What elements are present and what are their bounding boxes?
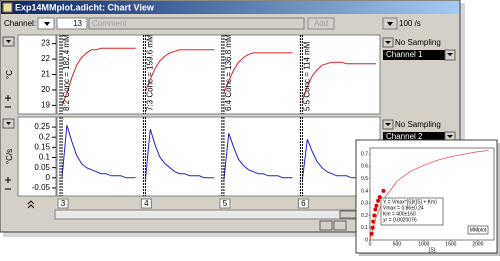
- block-label-box: [57, 198, 69, 209]
- y-tick-label: 22: [41, 54, 50, 63]
- equation-line: χ² = 0.0020076: [383, 217, 417, 223]
- dropdown-arrow: [6, 122, 11, 125]
- inset-chart: 0 0.1 0.2 0.3 0.4 0.5 0.6 0.7 0 500 1000 1500 2000 [S…: [361, 147, 495, 253]
- channel-name: Channel 1: [386, 50, 423, 59]
- zoom-button[interactable]: [333, 220, 347, 231]
- trace: [61, 124, 376, 180]
- block-label: 6: [301, 199, 306, 208]
- title-bar: [1, 1, 459, 14]
- block-label: 3: [61, 199, 66, 208]
- dropdown-arrow: [387, 22, 393, 26]
- channel-label: Channel:: [4, 19, 36, 28]
- y-tick-label: 0.5: [361, 176, 368, 182]
- plot-label: MMplot: [470, 227, 487, 233]
- y-tick-label: 0.15: [34, 142, 50, 151]
- x-tick-label: 0: [369, 241, 372, 247]
- x-axis-label: [S]: [429, 247, 436, 253]
- add-button[interactable]: [307, 17, 335, 30]
- y-tick-label: 0: [46, 173, 51, 182]
- plot-area: [56, 34, 381, 115]
- data-point: [377, 195, 382, 200]
- dropdown-arrow: [447, 135, 453, 138]
- y-tick-label: 23: [41, 39, 50, 48]
- dropdown-arrow: [385, 41, 391, 44]
- window-title: Exp14MMplot.adicht: Chart View: [15, 2, 155, 12]
- content: 19 20 21 22 23 °C No Sampling Channel 1 8:2 Conc…: [2, 34, 456, 209]
- y-tick-label: 0.1: [361, 225, 368, 231]
- add-button-label: Add: [314, 19, 328, 28]
- app-icon: [2, 2, 13, 13]
- equation-line: Y = Vmax*[S]/([S] + Km): [383, 199, 437, 205]
- plot-area: [56, 116, 381, 197]
- compress-icon[interactable]: [27, 200, 35, 209]
- data-point: [370, 225, 375, 230]
- trace: [61, 47, 376, 106]
- block-label: 4: [144, 199, 149, 208]
- comment: 8:2 Conc = 182.4 mM: [62, 34, 71, 111]
- data-point: [374, 203, 379, 208]
- dropdown-arrow: [385, 123, 391, 126]
- block-label-box: [297, 198, 309, 209]
- data-point: [372, 213, 377, 218]
- axis-area: [17, 116, 57, 197]
- x-tick-label: 500: [393, 241, 402, 247]
- y-tick-label: 0.1: [39, 153, 51, 162]
- equation-line: Vmax = 0.86±0.24: [383, 205, 424, 211]
- channel-unit: °C: [5, 70, 14, 79]
- y-tick-label: 0.2: [39, 132, 51, 141]
- axis-area: [17, 34, 57, 115]
- scale-up[interactable]: [5, 95, 11, 101]
- data-point: [373, 207, 378, 212]
- channel-name-box: [383, 50, 455, 60]
- data-point: [381, 188, 386, 193]
- equation-line: Km = 400±160: [383, 211, 416, 217]
- zoom-button[interactable]: [319, 220, 333, 231]
- y-tick-label: 21: [41, 70, 50, 79]
- block-label-box: [219, 198, 231, 209]
- plot-label-box: [467, 225, 489, 235]
- channel-number-box[interactable]: [56, 17, 88, 30]
- channel-name: Channel 2: [386, 132, 423, 141]
- data-point: [376, 198, 381, 203]
- channel-unit: °C/s: [5, 149, 14, 164]
- channel-name-box: [383, 132, 455, 142]
- y-tick-label: 20: [41, 85, 50, 94]
- x-tick-label: 2000: [472, 241, 483, 247]
- sampling-mode: No Sampling: [395, 120, 441, 129]
- sampling-mode: No Sampling: [395, 38, 441, 47]
- y-tick-label: 0: [365, 237, 368, 243]
- y-tick-label: 0.2: [361, 213, 368, 219]
- sample-rate: 100 /s: [399, 19, 421, 28]
- y-tick-label: 0.25: [34, 122, 50, 131]
- block-label-box: [140, 198, 152, 209]
- y-tick-label: 0.05: [34, 163, 50, 172]
- channel-number: 13: [73, 19, 82, 28]
- y-tick-label: 0.6: [361, 164, 368, 170]
- dropdown-arrow: [447, 53, 453, 56]
- data-point: [371, 219, 376, 224]
- dropdown-arrow: [6, 40, 11, 43]
- data-point: [369, 231, 374, 236]
- x-tick-label: 1500: [445, 241, 456, 247]
- y-tick-label: 19: [41, 100, 50, 109]
- comment: 5:5 Conc = 114 mM: [303, 41, 312, 111]
- y-tick-label: 0.7: [361, 151, 368, 157]
- y-tick-label: -0.05: [32, 183, 51, 192]
- comment: 7:3 Conc = 159.6 mM: [146, 34, 155, 111]
- scale-up[interactable]: [5, 177, 11, 183]
- block-label: 5: [223, 199, 228, 208]
- comment-placeholder: Comment: [92, 19, 127, 28]
- dropdown-arrow: [44, 22, 50, 26]
- y-tick-label: 0.4: [361, 188, 368, 194]
- y-tick-label: 0.3: [361, 201, 368, 207]
- comment: 6:4 Conc = 136.8 mM: [224, 34, 233, 111]
- comment-box[interactable]: [88, 17, 305, 30]
- equation-box: [380, 197, 444, 226]
- scroll-bar[interactable]: [54, 209, 381, 220]
- x-tick-label: 1000: [418, 241, 429, 247]
